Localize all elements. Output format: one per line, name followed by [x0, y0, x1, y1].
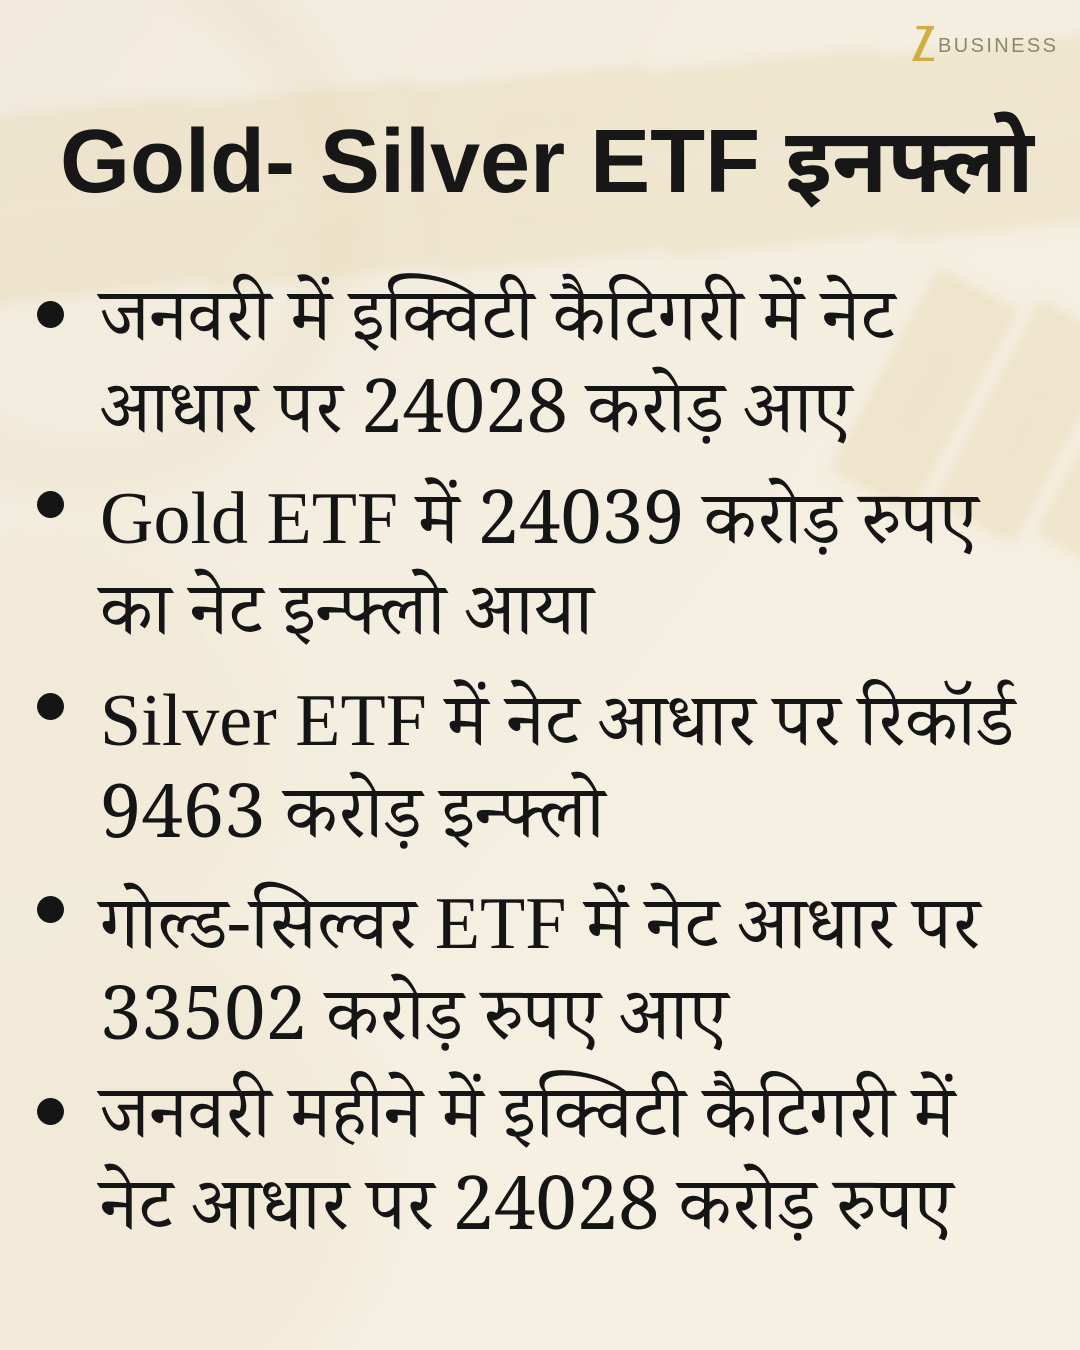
svg-text:BUSINESS: BUSINESS — [938, 35, 1058, 57]
